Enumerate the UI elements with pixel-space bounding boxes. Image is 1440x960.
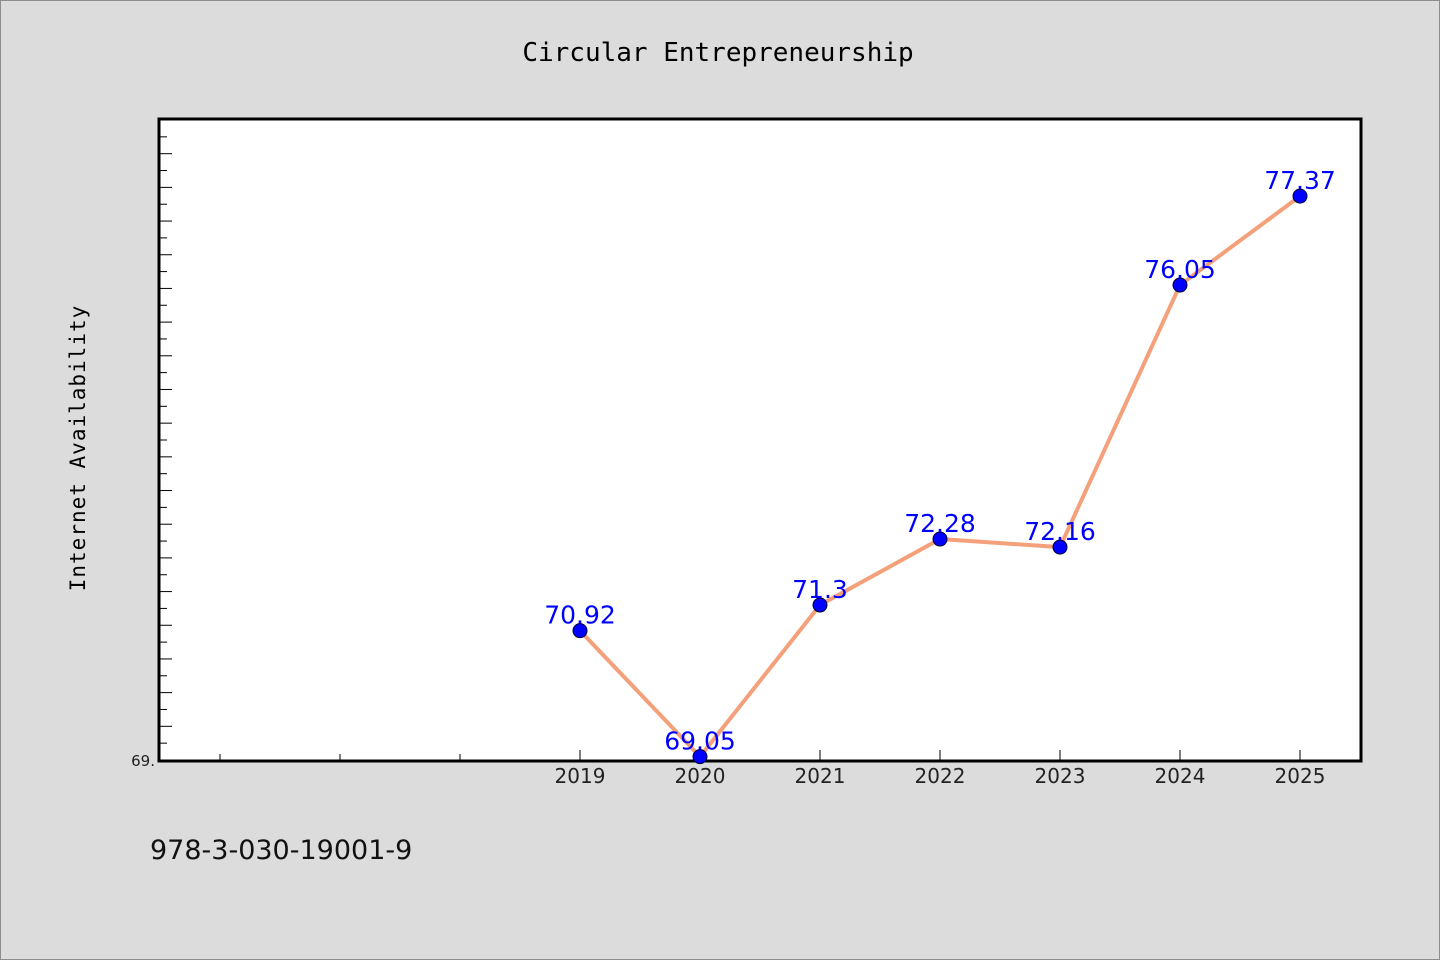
x-tick-label: 2021 <box>795 764 846 788</box>
data-point <box>932 531 948 547</box>
x-tick-label: 2024 <box>1155 764 1206 788</box>
x-tick-label: 2020 <box>675 764 726 788</box>
data-label: 77.37 <box>1264 166 1336 195</box>
x-tick-label: 2025 <box>1275 764 1326 788</box>
data-labels: 70.92 69.05 71.3 72.28 72.16 76.05 77.37 <box>544 166 1336 756</box>
data-point <box>812 597 828 613</box>
plot-area <box>157 117 1363 763</box>
data-label: 76.05 <box>1144 255 1216 284</box>
footnote-text: 978-3-030-19001-9 <box>150 835 413 866</box>
data-label: 72.16 <box>1024 517 1096 546</box>
x-tick-label: 2023 <box>1035 764 1086 788</box>
data-point <box>692 749 708 765</box>
chart-title: Circular Entrepreneurship <box>522 38 913 68</box>
y-axis-ticks <box>160 136 172 744</box>
data-point <box>1172 277 1188 293</box>
data-point <box>572 623 588 639</box>
data-point <box>1052 539 1068 555</box>
data-point <box>1292 188 1308 204</box>
x-axis-ticks: 2019 2020 2021 2022 2023 2024 2025 <box>219 750 1326 788</box>
x-tick-label: 2019 <box>555 764 606 788</box>
y-axis-min-label: 69. <box>131 752 155 770</box>
data-label: 70.92 <box>544 601 616 630</box>
data-label: 71.3 <box>792 575 848 604</box>
data-label: 72.28 <box>904 509 976 538</box>
x-tick-label: 2022 <box>915 764 966 788</box>
data-markers <box>572 188 1308 765</box>
data-label: 69.05 <box>664 727 736 756</box>
y-axis-label: Internet Availability <box>66 305 90 592</box>
